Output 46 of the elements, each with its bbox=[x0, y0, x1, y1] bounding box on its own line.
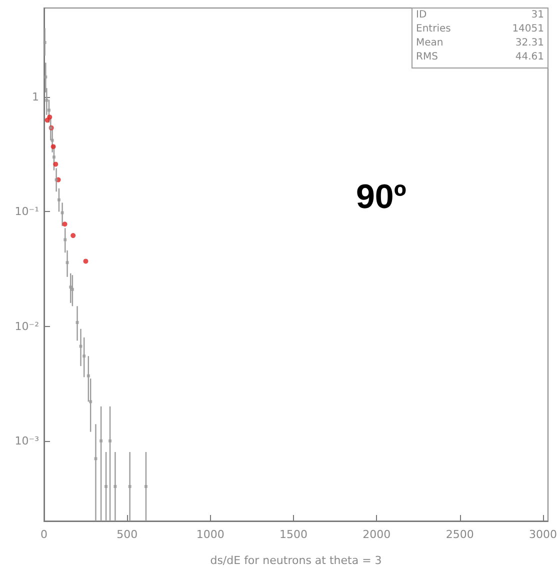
point bbox=[70, 233, 76, 238]
point bbox=[62, 222, 68, 227]
point bbox=[57, 198, 60, 202]
x-tick-label: 0 bbox=[40, 528, 48, 541]
x-tick-label: 1500 bbox=[280, 528, 308, 541]
point bbox=[47, 114, 52, 120]
y-tick-label: 10⁻² bbox=[14, 320, 39, 333]
x-tick-label: 2500 bbox=[446, 528, 474, 541]
y-tick-label: 10⁻¹ bbox=[14, 205, 39, 218]
point bbox=[54, 178, 58, 182]
point bbox=[82, 354, 86, 358]
x-tick-label: 1000 bbox=[196, 528, 224, 541]
point bbox=[128, 485, 132, 488]
point bbox=[94, 457, 98, 460]
x-axis-title: ds/dE for neutrons at theta = 3 bbox=[210, 554, 382, 567]
point bbox=[70, 288, 74, 291]
point bbox=[89, 400, 92, 404]
point bbox=[50, 138, 54, 142]
x-tick-label: 3000 bbox=[529, 528, 558, 541]
point bbox=[79, 344, 82, 348]
text: Mean 32.31 bbox=[416, 38, 544, 48]
y-tick-label: 1 bbox=[32, 90, 39, 104]
point bbox=[47, 108, 50, 112]
point bbox=[60, 211, 64, 214]
point bbox=[50, 144, 56, 150]
text: Entries 14051 bbox=[416, 24, 544, 34]
x-tick-label: 500 bbox=[116, 528, 138, 541]
text: RMS 44.61 bbox=[416, 52, 544, 62]
point bbox=[53, 162, 58, 167]
point bbox=[104, 485, 108, 488]
point bbox=[108, 439, 112, 442]
point bbox=[76, 321, 79, 324]
point bbox=[45, 98, 48, 102]
text: ID 31 bbox=[416, 10, 544, 20]
point bbox=[144, 485, 148, 488]
point bbox=[64, 238, 67, 242]
annotation: 90º bbox=[356, 178, 406, 216]
point bbox=[86, 374, 90, 378]
point bbox=[66, 261, 69, 264]
point bbox=[52, 156, 56, 159]
point bbox=[69, 286, 72, 289]
y-tick-label: 10⁻³ bbox=[14, 434, 39, 448]
point bbox=[83, 258, 88, 264]
point bbox=[100, 439, 103, 442]
x-tick-label: 2000 bbox=[362, 528, 391, 541]
point bbox=[114, 485, 117, 488]
